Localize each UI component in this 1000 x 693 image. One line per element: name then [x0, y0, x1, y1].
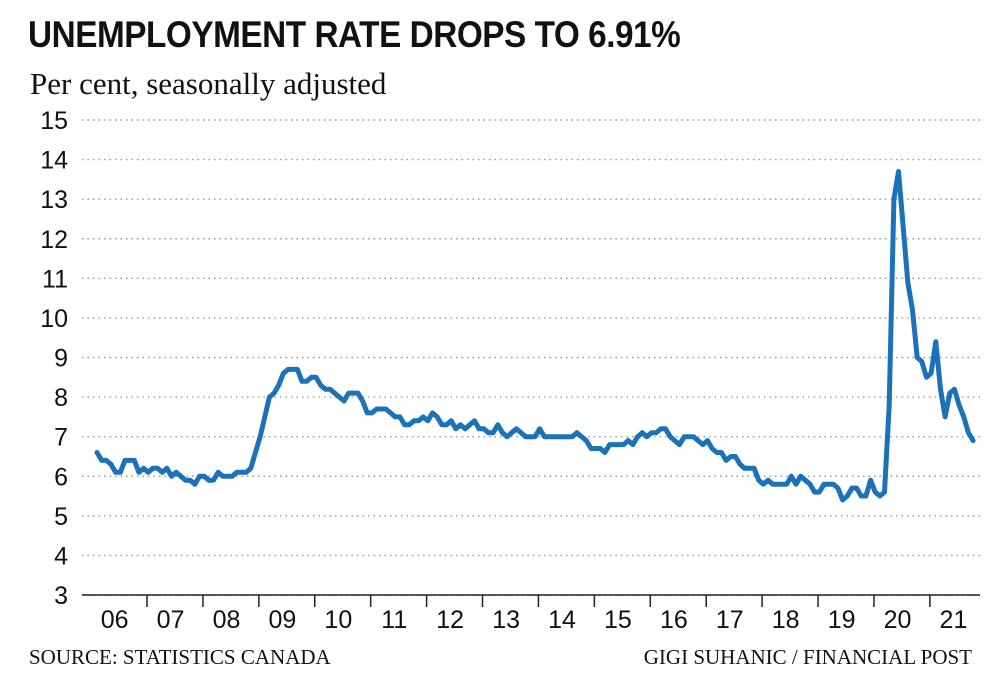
series-line [94, 169, 976, 503]
y-tick-label: 3 [54, 582, 68, 610]
x-axis: 06 07 08 09 10 11 12 13 14 15 16 17 18 19 20 21 [82, 594, 980, 634]
x-tick-label: 20 [884, 606, 912, 634]
y-tick-label: 15 [40, 107, 68, 135]
x-tick-label: 09 [269, 606, 297, 634]
y-tick-label: 13 [40, 186, 68, 214]
x-tick-label: 10 [324, 606, 352, 634]
x-tick-label: 11 [381, 606, 407, 634]
x-tick-label: 18 [772, 606, 800, 634]
source-note: SOURCE: STATISTICS CANADA [29, 645, 331, 669]
y-tick-label: 7 [54, 424, 68, 452]
x-tick-label: 13 [492, 606, 520, 634]
x-tick-label: 08 [213, 606, 241, 634]
x-tick-label: 15 [604, 606, 632, 634]
credit-note: GIGI SUHANIC / FINANCIAL POST [643, 645, 972, 669]
chart-subtitle: Per cent, seasonally adjusted [30, 66, 387, 101]
y-tick-label: 8 [54, 384, 68, 412]
y-tick-label: 12 [40, 226, 68, 254]
x-tick-label: 17 [716, 606, 744, 634]
chart-title: UNEMPLOYMENT RATE DROPS TO 6.91% [28, 14, 681, 55]
y-tick-label: 14 [40, 147, 68, 175]
series [94, 169, 976, 503]
x-tick-label: 06 [101, 606, 129, 634]
y-tick-label: 5 [54, 503, 68, 531]
x-tick-label: 16 [660, 606, 688, 634]
x-tick-label: 19 [828, 606, 856, 634]
y-tick-label: 11 [42, 265, 68, 293]
x-tick-label: 12 [436, 606, 464, 634]
y-tick-label: 9 [54, 345, 68, 373]
y-tick-label: 10 [40, 305, 68, 333]
x-tick-label: 21 [940, 606, 968, 634]
x-tick-label: 14 [548, 606, 576, 634]
y-tick-label: 6 [54, 463, 68, 491]
gridlines [82, 119, 980, 596]
y-tick-label: 4 [54, 542, 68, 570]
x-tick-label: 07 [157, 606, 185, 634]
y-axis-ticks: 3 4 5 6 7 8 9 10 11 12 13 14 15 [40, 107, 68, 610]
